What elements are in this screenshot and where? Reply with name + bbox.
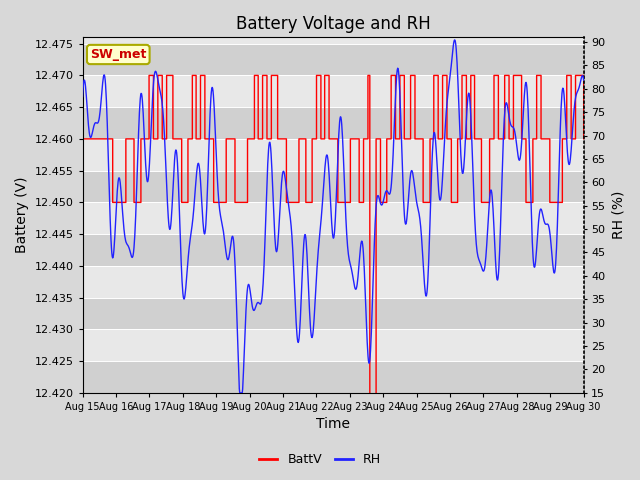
Bar (83, 361, 584, 393)
Bar (83, 75, 584, 107)
Text: SW_met: SW_met (90, 48, 147, 61)
Bar (83, 266, 584, 298)
Y-axis label: Battery (V): Battery (V) (15, 177, 29, 253)
Bar (83, 44, 584, 75)
Bar (83, 170, 584, 203)
Legend: BattV, RH: BattV, RH (253, 448, 387, 471)
Bar (83, 329, 584, 361)
Title: Battery Voltage and RH: Battery Voltage and RH (236, 15, 431, 33)
Bar (83, 298, 584, 329)
Bar (83, 203, 584, 234)
Bar (83, 234, 584, 266)
Bar (83, 107, 584, 139)
Bar (83, 139, 584, 170)
Y-axis label: RH (%): RH (%) (611, 191, 625, 239)
X-axis label: Time: Time (316, 418, 350, 432)
